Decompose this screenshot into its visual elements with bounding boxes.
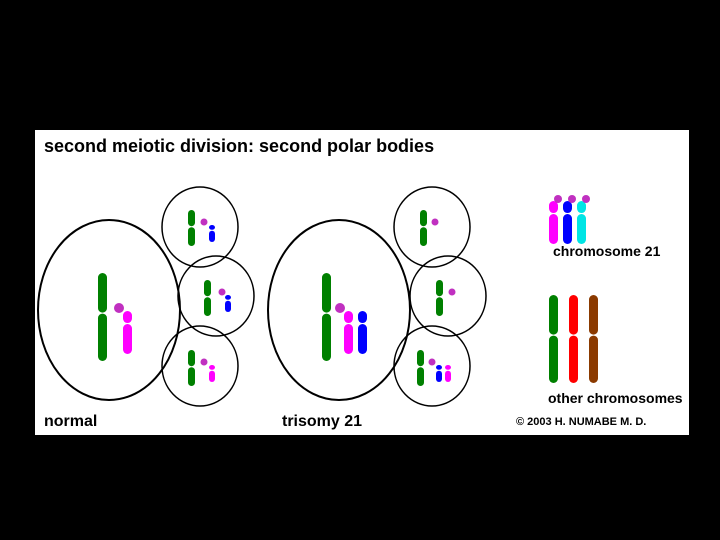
cell-ellipse [394,187,470,267]
centrosome-dot [429,359,436,366]
cell-ellipse [178,256,254,336]
centrosome-dot [568,195,576,203]
centrosome-dot [554,195,562,203]
cell-ellipse [394,326,470,406]
chromosome [436,280,443,316]
chromosome [225,295,231,312]
chromosome [204,280,211,316]
cell-ellipse [410,256,486,336]
chromosome [344,311,353,354]
chromosome [98,273,107,361]
label-normal: normal [44,413,97,431]
chromosome [209,365,215,382]
centrosome-dot [449,289,456,296]
centrosome-dot [201,219,208,226]
chromosome [445,365,451,382]
centrosome-dot [201,359,208,366]
copyright-text: © 2003 H. NUMABE M. D. [516,416,646,428]
chromosome [358,311,367,354]
cell-ellipse [162,326,238,406]
label-trisomy-21: trisomy 21 [282,413,362,431]
centrosome-dot [114,303,124,313]
chromosome [209,225,215,242]
cell-ellipse [38,220,180,400]
chromosome [436,365,442,382]
label-other-chromosomes: other chromosomes [548,390,683,406]
chromosome [417,350,424,386]
chromosome [322,273,331,361]
centrosome-dot [335,303,345,313]
chromosome [123,311,132,354]
centrosome-dot [432,219,439,226]
chromosome [188,350,195,386]
chromosome [563,201,572,244]
centrosome-dot [582,195,590,203]
chromosome [549,201,558,244]
chromosome [569,295,578,383]
chromosome [420,210,427,246]
label-chromosome-21: chromosome 21 [553,243,660,259]
chromosome [188,210,195,246]
diagram-svg [0,0,720,540]
diagram-title: second meiotic division: second polar bo… [44,136,434,157]
cell-ellipse [162,187,238,267]
centrosome-dot [219,289,226,296]
chromosome [577,201,586,244]
chromosome [589,295,598,383]
chromosome [549,295,558,383]
